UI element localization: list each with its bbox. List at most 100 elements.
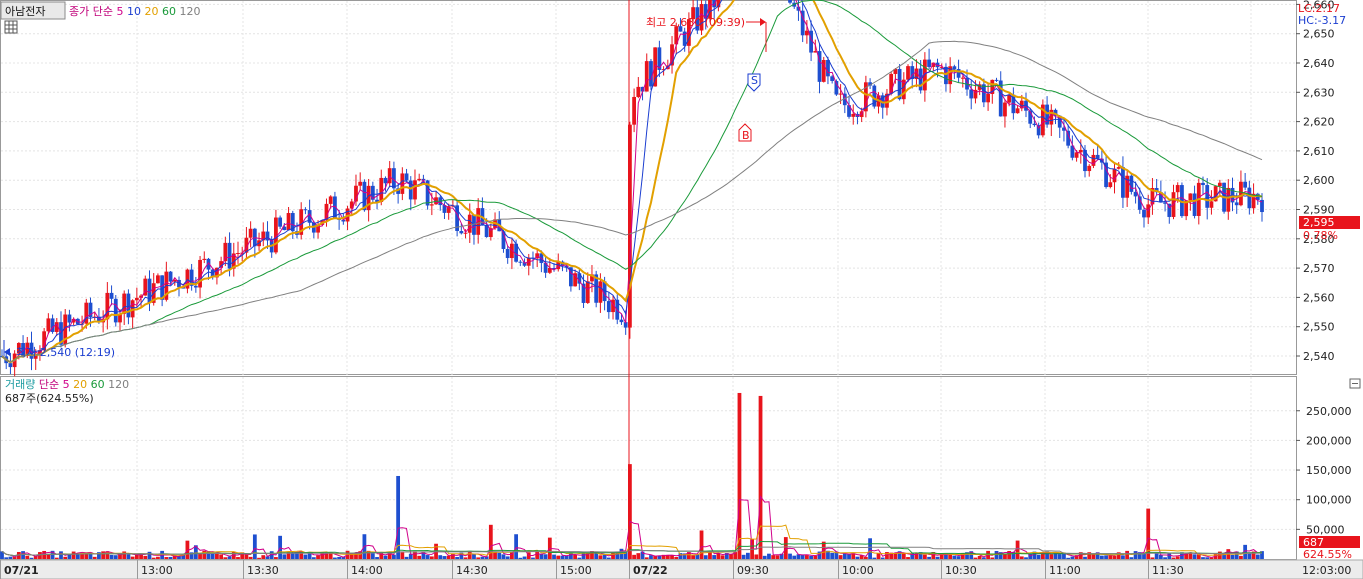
candle-body	[636, 86, 641, 97]
svg-text:거래량 단순 5 20 60 120: 거래량 단순 5 20 60 120	[5, 378, 129, 391]
candle-body	[362, 181, 367, 211]
time-label: 10:30	[945, 564, 977, 577]
volume-bar	[46, 554, 51, 559]
candle-body	[623, 322, 628, 328]
candle-body	[21, 343, 25, 356]
volume-bar	[615, 552, 620, 559]
volume-bar	[724, 553, 729, 559]
volume-bar	[42, 550, 47, 559]
candle-body	[948, 66, 953, 85]
candle-body	[838, 93, 843, 95]
volume-bar	[834, 551, 839, 559]
volume-bar	[876, 553, 881, 559]
volume-panel-close-icon[interactable]	[1349, 378, 1361, 389]
volume-bar	[800, 554, 805, 559]
candle-body	[817, 51, 822, 82]
price-tick-label: 2,540	[1303, 350, 1335, 363]
candle-body	[1209, 201, 1214, 208]
volume-bar	[193, 545, 198, 559]
volume-bar	[1251, 551, 1256, 559]
candle-body	[1226, 187, 1231, 212]
volume-bar	[126, 554, 131, 559]
volume-bar	[4, 557, 9, 559]
candle-body	[960, 77, 965, 79]
candle-body	[177, 279, 181, 288]
stock-name-box[interactable]	[0, 1, 66, 20]
candle-body	[404, 173, 409, 181]
price-tick-label: 2,600	[1303, 174, 1335, 187]
volume-bar	[168, 556, 173, 559]
volume-bar	[623, 551, 628, 559]
volume-ma-60-legend: 60	[91, 378, 109, 391]
candle-body	[387, 168, 392, 184]
volume-bar	[1015, 540, 1020, 559]
candle-body	[1062, 127, 1066, 131]
candle-body	[375, 199, 379, 202]
volume-bar	[505, 556, 510, 559]
volume-bar	[1083, 556, 1087, 559]
volume-bar	[252, 534, 257, 559]
candle-body	[986, 93, 990, 103]
volume-bar	[417, 555, 422, 559]
candle-body	[1175, 185, 1180, 193]
grid-toggle-icon[interactable]	[4, 20, 18, 34]
volume-bar	[488, 524, 493, 559]
volume-bar	[172, 555, 177, 559]
candle-body	[455, 205, 460, 232]
price-legend[interactable]: 종가 단순 5 10 20 60 120	[69, 5, 200, 18]
volume-bar	[771, 555, 776, 559]
candle-body	[901, 79, 906, 100]
price-ma-10-line	[1, 0, 1263, 363]
volume-bar	[981, 557, 986, 559]
candle-body	[379, 177, 384, 202]
volume-bar	[97, 552, 101, 559]
candle-body	[261, 231, 266, 241]
volume-bar	[370, 553, 375, 559]
volume-bar	[863, 556, 868, 559]
volume-bar	[1234, 551, 1239, 559]
volume-bar	[139, 553, 143, 559]
candle-body	[644, 61, 649, 92]
volume-bar	[539, 553, 544, 559]
candle-body	[1095, 154, 1100, 159]
candle-body	[1234, 202, 1239, 206]
time-label: 07/21	[4, 564, 39, 577]
volume-bar	[1247, 552, 1252, 559]
volume-bar	[1137, 552, 1142, 559]
volume-bar	[219, 554, 224, 559]
volume-bar	[290, 552, 295, 559]
candle-body	[804, 30, 809, 36]
volume-bar	[244, 554, 249, 559]
volume-bar	[893, 553, 898, 559]
volume-bar	[695, 554, 700, 559]
volume-ma-20-legend: 20	[73, 378, 91, 391]
volume-bar	[1066, 557, 1071, 559]
hc-label: HC:-3.17	[1298, 14, 1346, 27]
volume-legend[interactable]: 거래량 단순 5 20 60 120	[5, 378, 129, 391]
volume-bar	[92, 556, 97, 559]
volume-bar	[240, 552, 245, 559]
candle-body	[118, 313, 122, 323]
volume-bar	[324, 552, 329, 559]
current-change: 0.78%	[1303, 229, 1338, 242]
volume-bar	[164, 557, 169, 559]
candle-body	[459, 231, 464, 234]
candle-body	[1133, 191, 1138, 197]
volume-bar	[1243, 544, 1248, 559]
candle-body	[1158, 192, 1163, 203]
candle-body	[573, 273, 578, 287]
volume-bar	[84, 552, 89, 559]
candle-body	[522, 262, 527, 266]
volume-bar	[118, 554, 122, 559]
candle-body	[914, 68, 919, 80]
candle-body	[358, 181, 363, 186]
candle-body	[518, 261, 523, 263]
volume-bar	[872, 557, 877, 559]
volume-bar	[754, 554, 759, 559]
volume-bar	[59, 551, 63, 559]
candle-body	[691, 7, 695, 20]
volume-bar	[269, 551, 274, 559]
volume-bar	[830, 552, 835, 559]
volume-bar	[577, 557, 582, 559]
volume-bar	[472, 553, 476, 559]
